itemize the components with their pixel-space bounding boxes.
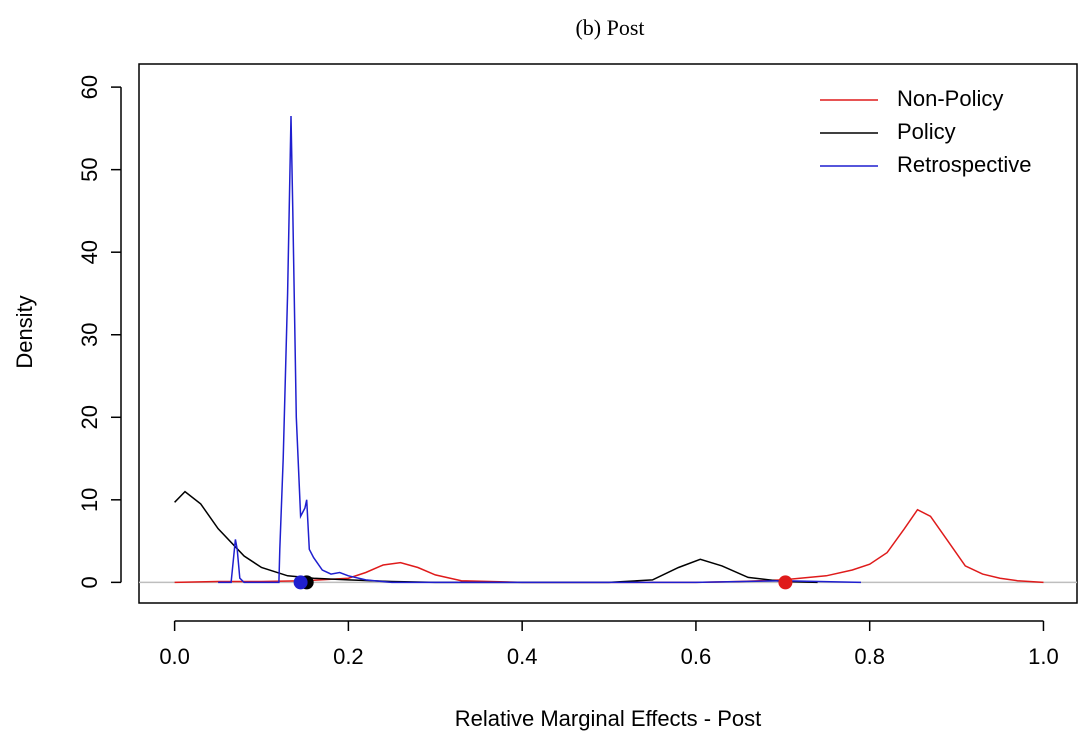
x-axis-label: Relative Marginal Effects - Post <box>455 706 762 731</box>
x-tick-label: 0.4 <box>507 644 538 669</box>
y-tick-label: 10 <box>77 488 102 512</box>
x-tick-label: 1.0 <box>1028 644 1059 669</box>
legend-label: Policy <box>897 119 956 144</box>
y-tick-label: 60 <box>77 75 102 99</box>
mean-point <box>293 575 308 590</box>
density-line <box>218 115 862 584</box>
y-tick-label: 50 <box>77 157 102 181</box>
y-tick-label: 0 <box>77 576 102 588</box>
legend-label: Retrospective <box>897 152 1032 177</box>
x-tick-label: 0.0 <box>159 644 190 669</box>
mean-point <box>778 575 793 590</box>
legend-label: Non-Policy <box>897 86 1003 111</box>
y-tick-label: 30 <box>77 322 102 346</box>
x-tick-label: 0.6 <box>681 644 712 669</box>
density-line <box>174 508 1044 584</box>
y-tick-label: 20 <box>77 405 102 429</box>
chart-title: (b) Post <box>575 15 644 40</box>
x-tick-label: 0.8 <box>854 644 885 669</box>
x-tick-label: 0.2 <box>333 644 364 669</box>
y-axis-label: Density <box>12 295 37 368</box>
plot-frame <box>138 63 1078 604</box>
density-line <box>174 490 818 584</box>
y-tick-label: 40 <box>77 240 102 264</box>
